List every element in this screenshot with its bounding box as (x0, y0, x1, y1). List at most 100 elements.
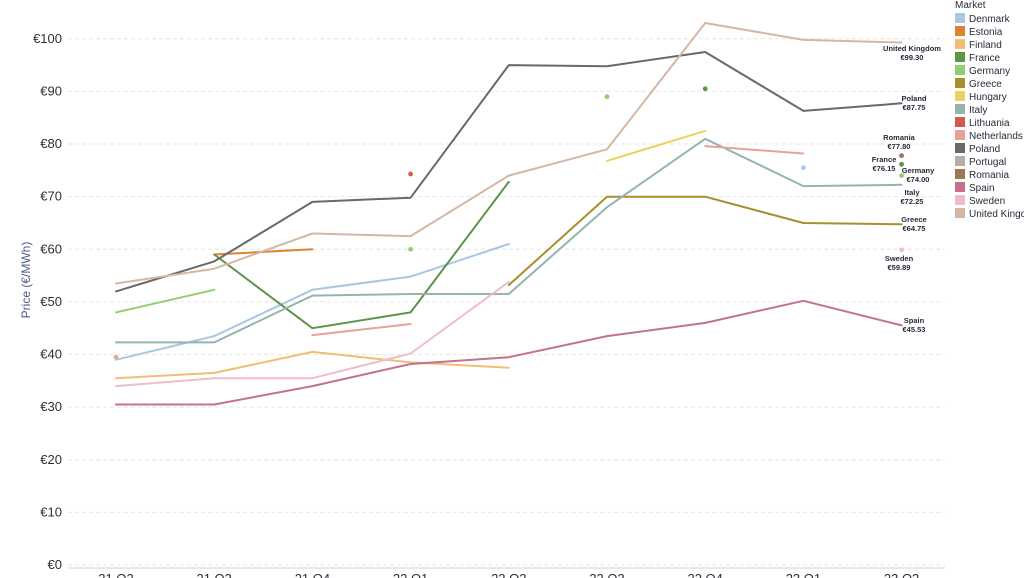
end-label-name: Sweden (885, 254, 914, 263)
end-label-value: €76.15 (873, 164, 896, 173)
legend-item: Netherlands (955, 130, 1023, 142)
end-label: United Kingdom€99.30 (883, 44, 941, 62)
legend-swatch (955, 117, 965, 127)
data-point (604, 94, 610, 100)
end-label-name: Spain (904, 316, 925, 325)
legend-item: Poland (955, 143, 1000, 155)
legend-swatch (955, 195, 965, 205)
legend-label: Hungary (969, 92, 1007, 103)
end-label-value: €45.53 (903, 325, 926, 334)
x-tick-label: 21 Q2 (98, 571, 133, 578)
x-tick-label: 21 Q4 (295, 571, 330, 578)
legend-item: United Kingdom (955, 208, 1024, 220)
end-labels: United Kingdom€99.30Poland€87.75Romania€… (872, 44, 942, 334)
series-romania (899, 153, 904, 159)
legend-item: Hungary (955, 91, 1007, 103)
series-line (115, 243, 510, 361)
y-tick-label: €90 (40, 83, 62, 98)
legend-label: Italy (969, 105, 987, 116)
legend-swatch (955, 13, 965, 23)
legend-title: Market (955, 0, 986, 11)
legend-swatch (955, 143, 965, 153)
data-point (113, 354, 119, 360)
axes: €0 €10 €20 €30 €40 €50 €60 €70 €80 €90 €100 21 Q2 21… (33, 31, 945, 578)
series-united-kingdom (115, 22, 903, 285)
legend-item: Spain (955, 182, 995, 194)
x-tick-label: 21 Q3 (196, 571, 231, 578)
legend-swatch (955, 78, 965, 88)
series-netherlands (113, 145, 805, 360)
legend-item: France (955, 52, 1001, 64)
end-label: Poland€87.75 (901, 94, 926, 112)
legend-swatch (955, 182, 965, 192)
series-line (115, 280, 510, 388)
legend-label: Denmark (969, 14, 1011, 25)
series-line (115, 350, 510, 380)
end-label-value: €72.25 (901, 197, 924, 206)
legend-label: United Kingdom (969, 209, 1024, 220)
legend-swatch (955, 104, 965, 114)
series-line (507, 195, 903, 287)
legend-item: Lithuania (955, 117, 1010, 129)
data-point (408, 246, 413, 252)
legend-label: Greece (969, 79, 1002, 90)
y-tick-label: €10 (40, 504, 62, 519)
legend-label: France (969, 53, 1001, 64)
end-label: Italy€72.25 (901, 188, 924, 206)
legend-item: Germany (955, 65, 1010, 77)
end-label-name: Poland (901, 94, 926, 103)
series-germany (115, 94, 904, 314)
y-tick-label: €70 (40, 189, 62, 204)
legend-label: Poland (969, 144, 1000, 155)
x-tick-label: 23 Q2 (884, 571, 919, 578)
series-line (115, 288, 216, 314)
end-label-name: Romania (883, 133, 916, 142)
legend-item: Finland (955, 39, 1002, 51)
end-label-name: Germany (902, 166, 935, 175)
legend-label: Romania (969, 170, 1009, 181)
series-sweden (115, 247, 904, 388)
series-line (311, 323, 412, 337)
legend-swatch (955, 130, 965, 140)
legend-swatch (955, 65, 965, 75)
legend-label: Sweden (969, 196, 1005, 207)
series-italy (115, 137, 903, 344)
series-line (115, 22, 903, 285)
series-lithuania (408, 171, 413, 177)
data-point (899, 161, 904, 167)
legend-swatch (955, 208, 965, 218)
series-lines (113, 22, 904, 406)
legend-swatch (955, 91, 965, 101)
legend-label: Lithuania (969, 118, 1010, 129)
y-axis-title: Price (€/MWh) (19, 242, 33, 319)
series-denmark (115, 165, 806, 361)
end-label-name: Italy (904, 188, 920, 197)
y-tick-label: €30 (40, 399, 62, 414)
series-line (704, 145, 805, 155)
legend-label: Germany (969, 66, 1010, 77)
legend-swatch (955, 26, 965, 36)
legend-item: Greece (955, 78, 1002, 90)
y-tick-label: €60 (40, 241, 62, 256)
x-tick-label: 22 Q1 (393, 571, 428, 578)
legend-item: Romania (955, 169, 1009, 181)
gridlines (68, 38, 945, 566)
legend: Market Denmark Estonia Finland France German… (955, 0, 1024, 220)
end-label: Spain€45.53 (903, 316, 926, 334)
series-line (115, 51, 903, 293)
data-point (408, 171, 413, 177)
data-point (899, 153, 904, 159)
data-point (899, 247, 904, 253)
legend-label: Portugal (969, 157, 1006, 168)
end-label: Germany€74.00 (902, 166, 935, 184)
end-label-value: €87.75 (903, 103, 926, 112)
legend-label: Finland (969, 40, 1002, 51)
end-label-name: United Kingdom (883, 44, 941, 53)
legend-label: Spain (969, 183, 995, 194)
end-label-value: €77.80 (888, 142, 911, 151)
legend-item: Estonia (955, 26, 1003, 38)
legend-item: Sweden (955, 195, 1005, 207)
end-label-value: €59.89 (888, 263, 911, 272)
end-label: Sweden€59.89 (885, 254, 914, 272)
